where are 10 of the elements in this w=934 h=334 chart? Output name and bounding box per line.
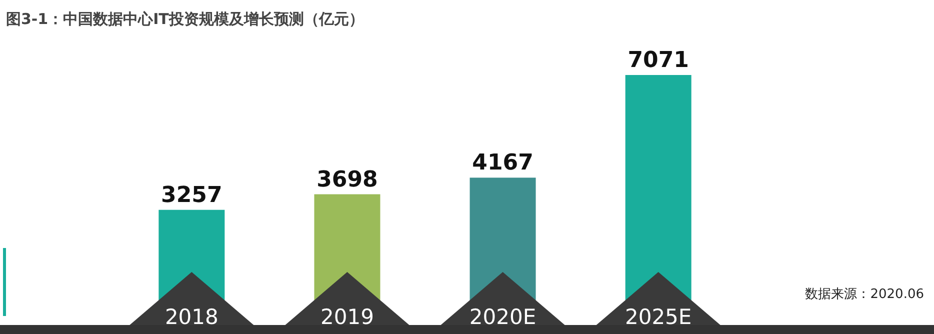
chart-title: 图3-1：中国数据中心IT投资规模及增长预测（亿元） xyxy=(6,10,364,28)
data-label: 7071 xyxy=(628,48,689,73)
x-tick-label: 2018 xyxy=(164,305,218,329)
x-tick-label: 2019 xyxy=(320,305,374,329)
source-note: 数据来源：2020.06 xyxy=(805,287,924,302)
data-label: 4167 xyxy=(472,150,534,176)
data-label: 3257 xyxy=(161,182,222,208)
x-tick-label: 2020E xyxy=(469,305,536,329)
x-tick-label: 2025E xyxy=(624,305,692,329)
data-label: 3698 xyxy=(316,167,378,192)
